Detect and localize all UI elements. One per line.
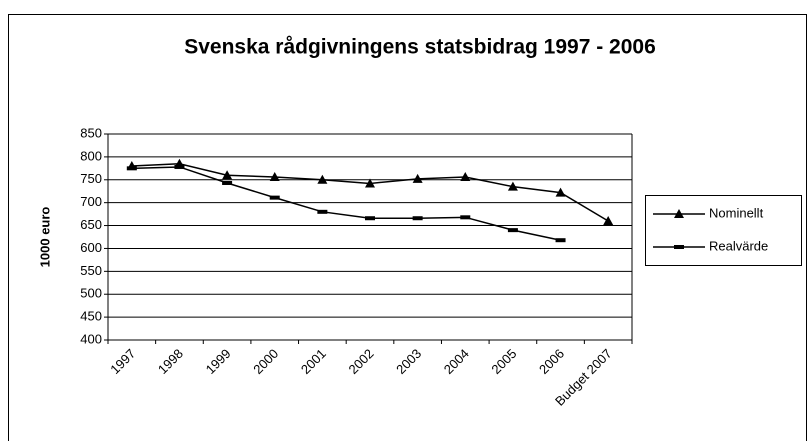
chart-title: Svenska rådgivningens statsbidrag 1997 -… [184,36,656,59]
y-tick-label: 700 [80,194,102,209]
y-tick-label: 850 [80,125,102,140]
legend-label: Realvärde [709,238,768,253]
data-point [269,195,280,200]
y-tick-label: 500 [80,286,102,301]
y-tick-label: 400 [80,331,102,346]
data-point [555,238,566,243]
data-point [365,216,375,221]
data-point [507,228,518,233]
data-point [460,215,471,220]
data-point [222,170,233,180]
legend-label: Nominellt [709,205,764,220]
data-point [174,164,185,169]
y-tick-label: 750 [80,171,102,186]
data-point [460,172,471,182]
data-point [412,216,423,221]
data-point [555,187,566,197]
data-point [507,181,518,191]
y-tick-label: 550 [80,263,102,278]
y-tick-label: 800 [80,148,102,163]
y-tick-label: 450 [80,309,102,324]
data-point [126,166,137,171]
data-point [603,215,614,225]
legend-marker [674,209,684,218]
y-axis-label: 1000 euro [37,207,52,268]
data-point [317,174,328,184]
data-point [317,209,328,214]
y-tick-label: 600 [80,240,102,255]
data-point [365,178,375,188]
legend-marker [674,245,684,249]
data-point [412,173,423,183]
data-point [222,180,233,185]
series-line [131,166,561,241]
legend [645,195,802,266]
y-tick-label: 650 [80,217,102,232]
data-point [269,172,280,182]
